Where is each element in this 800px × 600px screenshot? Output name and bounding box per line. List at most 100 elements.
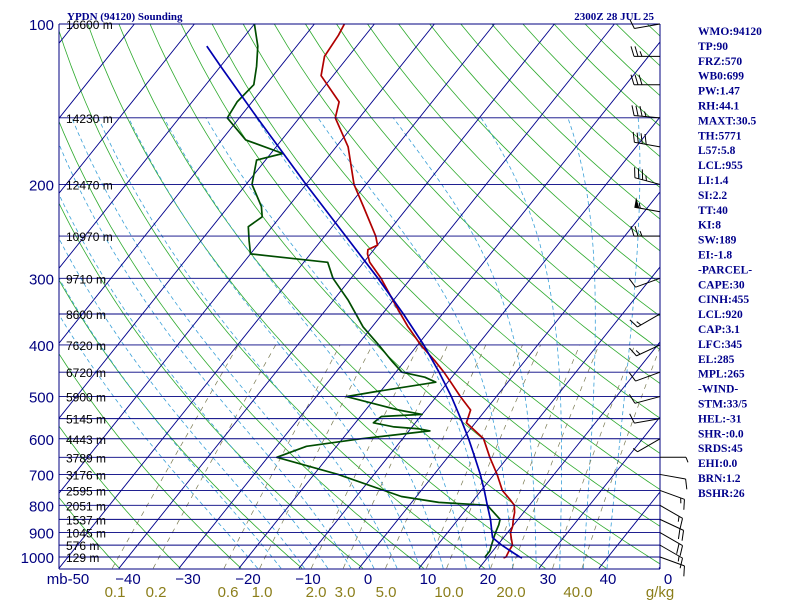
wind-barb bbox=[628, 371, 661, 382]
height-label: 5900 m bbox=[66, 391, 106, 405]
barb-half bbox=[639, 51, 643, 57]
barb-full bbox=[683, 499, 685, 510]
mixing-ratio-label: 0.6 bbox=[218, 584, 239, 600]
height-label: 3176 m bbox=[66, 468, 106, 482]
barb-full bbox=[628, 278, 636, 288]
isotherm bbox=[478, 341, 660, 569]
height-label: 2595 m bbox=[66, 484, 106, 498]
wind-barb bbox=[629, 313, 661, 328]
barb-full bbox=[630, 46, 635, 57]
barb-full bbox=[679, 518, 684, 529]
dry-adiabat bbox=[367, 24, 660, 317]
barb-full bbox=[639, 105, 643, 117]
barb-shaft bbox=[637, 313, 661, 328]
barb-shaft bbox=[634, 141, 661, 148]
temperature-tick-label: −10 bbox=[295, 571, 320, 588]
pressure-tick-label: 600 bbox=[29, 432, 54, 449]
pressure-tick-label: 800 bbox=[29, 498, 54, 515]
barb-half bbox=[638, 202, 641, 209]
barb-shaft bbox=[659, 544, 683, 559]
wind-barb bbox=[659, 473, 688, 490]
barb-full bbox=[630, 225, 635, 237]
height-label: 6720 m bbox=[66, 366, 106, 380]
wind-barb bbox=[659, 532, 684, 556]
mixing-ratio-label: 0.1 bbox=[105, 584, 126, 600]
barb-full bbox=[629, 347, 637, 357]
barb-half bbox=[632, 448, 638, 453]
barb-shaft bbox=[659, 473, 686, 480]
index-item: STM:33/5 bbox=[698, 399, 747, 411]
dry-adiabat bbox=[336, 24, 660, 351]
mixing-ratio-label: 10.0 bbox=[434, 584, 463, 600]
wind-barb bbox=[659, 556, 685, 577]
mixing-ratio-line bbox=[310, 344, 420, 569]
index-item: EI:-1.8 bbox=[698, 250, 732, 262]
index-item: -WIND- bbox=[698, 384, 738, 396]
index-item: SHR-:0.0 bbox=[698, 428, 744, 440]
wind-barbs bbox=[628, 18, 689, 577]
mixing-ratio-label: g/kg bbox=[646, 584, 674, 600]
barb-full bbox=[644, 133, 647, 145]
mixing-ratio-line bbox=[490, 344, 581, 569]
barb-full bbox=[634, 46, 639, 57]
barb-shaft bbox=[659, 504, 683, 519]
barb-full bbox=[635, 105, 639, 117]
barb-shaft bbox=[659, 518, 684, 531]
index-item: SI:2.2 bbox=[698, 190, 727, 202]
isotherm bbox=[59, 24, 375, 419]
isotherm bbox=[238, 41, 660, 569]
barb-half bbox=[636, 321, 642, 326]
barb-half bbox=[639, 230, 643, 237]
height-label: 14230 m bbox=[66, 112, 113, 126]
index-item: WB0:699 bbox=[698, 71, 744, 83]
height-label: 10970 m bbox=[66, 230, 113, 244]
temperature-tick-label: 30 bbox=[540, 571, 557, 588]
barb-half bbox=[677, 556, 680, 562]
height-label: 5145 m bbox=[66, 413, 106, 427]
height-label: 7620 m bbox=[66, 339, 106, 353]
barb-full bbox=[636, 132, 639, 144]
wind-barb bbox=[660, 456, 689, 463]
index-panel: WMO:94120 TP:90 FRZ:570 WB0:699 PW:1.47 RH:44… bbox=[698, 26, 762, 500]
isotherm bbox=[59, 24, 135, 119]
isotherm bbox=[118, 24, 555, 569]
index-item: CAPE:30 bbox=[698, 279, 745, 291]
wind-barb bbox=[659, 518, 685, 541]
barb-shaft bbox=[634, 418, 661, 424]
temperature-tick-label: mb-50 bbox=[47, 571, 90, 588]
barb-full bbox=[683, 565, 685, 577]
barb-full bbox=[677, 528, 681, 540]
mixing-ratio-label: 3.0 bbox=[335, 584, 356, 600]
mixing-ratio-label: 5.0 bbox=[376, 584, 397, 600]
barb-full bbox=[676, 543, 680, 554]
pressure-tick-label: 100 bbox=[29, 17, 54, 34]
index-item: PW:1.47 bbox=[698, 86, 740, 98]
pressure-tick-label: 700 bbox=[29, 467, 54, 484]
index-item: TH:5771 bbox=[698, 130, 742, 142]
index-item: WMO:94120 bbox=[698, 26, 762, 38]
wind-barb bbox=[659, 489, 685, 510]
barb-pennant bbox=[634, 197, 640, 209]
pressure-tick-label: 1000 bbox=[21, 550, 54, 567]
temperature-tick-label: −20 bbox=[235, 571, 260, 588]
wind-barb bbox=[630, 46, 660, 57]
height-label: 8600 m bbox=[66, 308, 106, 322]
barb-shaft bbox=[637, 438, 661, 453]
mixing-ratio-line bbox=[511, 344, 600, 569]
index-item: RH:44.1 bbox=[698, 101, 739, 113]
pressure-tick-label: 200 bbox=[29, 177, 54, 194]
temperature-tick-label: 0 bbox=[664, 571, 672, 588]
index-item: MPL:265 bbox=[698, 369, 745, 381]
dry-adiabat bbox=[429, 24, 660, 252]
index-item: MAXT:30.5 bbox=[698, 115, 756, 127]
dry-adiabat bbox=[273, 24, 660, 419]
wind-barb bbox=[629, 413, 661, 424]
barb-shaft bbox=[635, 371, 661, 382]
sounding-datetime: 2300Z 28 JUL 25 bbox=[574, 11, 654, 23]
mixing-ratio-label: 1.0 bbox=[252, 584, 273, 600]
height-label: 1045 m bbox=[66, 527, 106, 541]
temperature-tick-label: −40 bbox=[115, 571, 140, 588]
isotherm bbox=[59, 24, 495, 569]
